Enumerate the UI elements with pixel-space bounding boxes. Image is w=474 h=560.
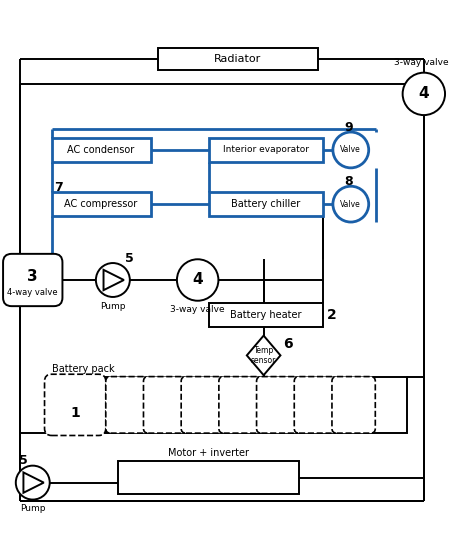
Polygon shape [103, 270, 124, 290]
Text: 4: 4 [192, 273, 203, 287]
Text: Motor + inverter: Motor + inverter [168, 448, 249, 458]
FancyBboxPatch shape [210, 302, 322, 327]
FancyBboxPatch shape [52, 192, 151, 216]
Text: Radiator: Radiator [214, 54, 261, 64]
FancyBboxPatch shape [219, 376, 262, 433]
Circle shape [96, 263, 130, 297]
FancyBboxPatch shape [106, 376, 149, 433]
Text: Interior evaporator: Interior evaporator [223, 146, 309, 155]
FancyBboxPatch shape [181, 376, 225, 433]
Text: 4-way valve: 4-way valve [8, 288, 58, 297]
Text: AC compressor: AC compressor [64, 199, 138, 209]
Text: Pump: Pump [100, 302, 126, 311]
Polygon shape [247, 335, 281, 375]
Circle shape [333, 132, 369, 168]
FancyBboxPatch shape [210, 192, 322, 216]
FancyBboxPatch shape [118, 461, 299, 494]
Circle shape [402, 73, 445, 115]
Text: 4: 4 [419, 86, 429, 101]
FancyBboxPatch shape [332, 376, 375, 433]
Circle shape [16, 466, 50, 500]
FancyBboxPatch shape [52, 138, 151, 162]
Text: 8: 8 [344, 175, 353, 188]
Text: Valve: Valve [340, 146, 361, 155]
FancyBboxPatch shape [158, 48, 318, 71]
FancyBboxPatch shape [294, 376, 337, 433]
Circle shape [177, 259, 219, 301]
Text: 6: 6 [283, 337, 292, 351]
Text: 3-way valve: 3-way valve [170, 305, 225, 314]
Text: 5: 5 [125, 252, 134, 265]
FancyBboxPatch shape [45, 374, 106, 436]
Text: 5: 5 [19, 454, 28, 468]
Text: 3-way valve: 3-way valve [394, 58, 449, 67]
Text: 1: 1 [70, 406, 80, 420]
Text: Battery heater: Battery heater [230, 310, 302, 320]
FancyBboxPatch shape [3, 254, 63, 306]
Text: Temp
sensor: Temp sensor [251, 346, 276, 365]
Text: Pump: Pump [20, 505, 46, 514]
Text: Valve: Valve [340, 200, 361, 209]
Text: Battery chiller: Battery chiller [231, 199, 301, 209]
Text: 3: 3 [27, 269, 38, 284]
Text: 2: 2 [327, 308, 337, 322]
Text: AC condensor: AC condensor [67, 145, 135, 155]
FancyBboxPatch shape [256, 376, 300, 433]
FancyBboxPatch shape [210, 138, 322, 162]
Text: 9: 9 [344, 121, 353, 134]
Polygon shape [23, 473, 44, 493]
Text: Battery pack: Battery pack [52, 364, 114, 374]
FancyBboxPatch shape [144, 376, 187, 433]
FancyBboxPatch shape [47, 376, 407, 433]
Circle shape [333, 186, 369, 222]
Text: 7: 7 [55, 181, 63, 194]
